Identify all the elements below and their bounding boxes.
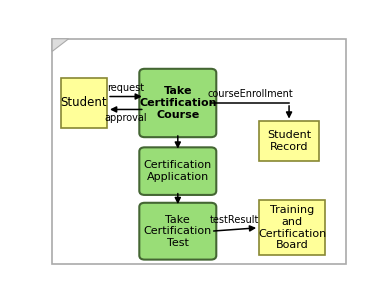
Text: testResult: testResult <box>210 215 260 225</box>
Text: courseEnrollment: courseEnrollment <box>207 89 293 99</box>
Text: request: request <box>107 83 144 93</box>
Text: Take
Certification
Test: Take Certification Test <box>144 214 212 248</box>
Text: Student
Record: Student Record <box>267 130 311 152</box>
Text: approval: approval <box>105 113 147 123</box>
FancyBboxPatch shape <box>139 147 216 195</box>
FancyBboxPatch shape <box>139 203 216 260</box>
Text: Certification
Application: Certification Application <box>144 160 212 182</box>
Bar <box>259 200 325 256</box>
Polygon shape <box>52 39 69 52</box>
Text: Student: Student <box>61 97 107 110</box>
Text: Take
Certification
Course: Take Certification Course <box>139 86 217 120</box>
Bar <box>259 122 319 161</box>
FancyBboxPatch shape <box>139 69 216 137</box>
Text: Training
and
Certification
Board: Training and Certification Board <box>258 205 326 250</box>
Bar <box>61 78 107 128</box>
